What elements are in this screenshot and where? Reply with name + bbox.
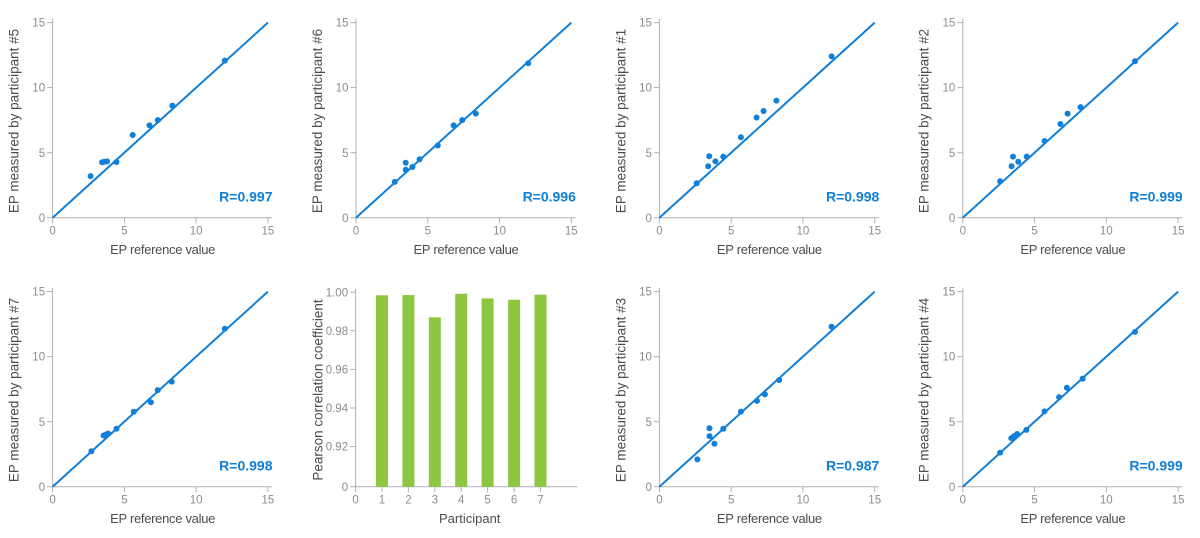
svg-text:EP reference value: EP reference value [110, 511, 215, 526]
svg-text:5: 5 [1031, 495, 1037, 507]
svg-text:5: 5 [1031, 226, 1037, 238]
svg-text:EP measured by participant #6: EP measured by participant #6 [310, 29, 325, 213]
svg-text:10: 10 [1100, 495, 1113, 507]
svg-text:10: 10 [797, 495, 810, 507]
svg-text:5: 5 [39, 417, 45, 429]
svg-text:10: 10 [493, 226, 506, 238]
svg-text:R=0.998: R=0.998 [219, 458, 273, 474]
svg-text:10: 10 [190, 495, 203, 507]
svg-text:15: 15 [336, 18, 349, 30]
svg-text:10: 10 [190, 226, 203, 238]
svg-text:10: 10 [639, 83, 652, 95]
svg-text:10: 10 [1100, 226, 1113, 238]
svg-text:Participant: Participant [439, 511, 501, 526]
svg-text:0: 0 [49, 226, 55, 238]
svg-text:0: 0 [960, 226, 966, 238]
svg-text:3: 3 [432, 495, 438, 507]
svg-text:6: 6 [511, 495, 517, 507]
svg-text:15: 15 [639, 287, 652, 299]
svg-text:15: 15 [639, 18, 652, 30]
svg-text:0.96: 0.96 [326, 365, 348, 377]
svg-text:5: 5 [645, 417, 651, 429]
svg-text:0: 0 [656, 495, 662, 507]
svg-text:5: 5 [121, 226, 127, 238]
svg-text:10: 10 [32, 83, 45, 95]
svg-text:10: 10 [32, 352, 45, 364]
svg-text:5: 5 [342, 148, 348, 160]
svg-text:15: 15 [1172, 226, 1185, 238]
svg-text:0: 0 [39, 213, 45, 225]
svg-text:15: 15 [32, 18, 45, 30]
svg-text:0.94: 0.94 [326, 403, 349, 415]
svg-text:EP reference value: EP reference value [717, 511, 822, 526]
svg-text:EP measured by participant #5: EP measured by participant #5 [7, 29, 22, 213]
svg-text:EP measured by participant #7: EP measured by participant #7 [7, 298, 22, 482]
svg-text:10: 10 [336, 83, 349, 95]
svg-text:0: 0 [39, 482, 45, 494]
svg-text:5: 5 [728, 495, 734, 507]
svg-text:EP reference value: EP reference value [414, 242, 519, 257]
svg-text:0.92: 0.92 [326, 442, 348, 454]
svg-text:15: 15 [32, 287, 45, 299]
svg-text:2: 2 [405, 495, 411, 507]
svg-text:0: 0 [352, 495, 358, 507]
svg-text:10: 10 [943, 83, 956, 95]
svg-text:15: 15 [868, 226, 881, 238]
svg-text:5: 5 [949, 417, 955, 429]
svg-text:0: 0 [342, 482, 348, 494]
svg-text:0: 0 [342, 213, 348, 225]
svg-text:R=0.998: R=0.998 [826, 189, 880, 205]
svg-text:10: 10 [797, 226, 810, 238]
svg-text:EP reference value: EP reference value [110, 242, 215, 257]
svg-text:EP measured by participant #2: EP measured by participant #2 [917, 29, 932, 213]
svg-text:0: 0 [645, 482, 651, 494]
svg-text:EP reference value: EP reference value [1020, 511, 1125, 526]
svg-text:0: 0 [949, 482, 955, 494]
svg-text:15: 15 [565, 226, 578, 238]
svg-text:Pearson correlation coefficien: Pearson correlation coefficient [311, 299, 326, 481]
svg-text:15: 15 [868, 495, 881, 507]
svg-text:15: 15 [262, 226, 275, 238]
svg-text:1.00: 1.00 [326, 287, 348, 299]
svg-text:0: 0 [656, 226, 662, 238]
svg-text:0: 0 [645, 213, 651, 225]
svg-text:5: 5 [39, 148, 45, 160]
svg-text:R=0.987: R=0.987 [826, 458, 880, 474]
svg-text:EP measured by participant #4: EP measured by participant #4 [917, 297, 932, 482]
svg-text:5: 5 [949, 148, 955, 160]
svg-text:5: 5 [728, 226, 734, 238]
svg-text:5: 5 [484, 495, 490, 507]
svg-text:10: 10 [639, 352, 652, 364]
svg-text:EP measured by participant #1: EP measured by participant #1 [613, 29, 628, 213]
svg-text:15: 15 [1172, 495, 1185, 507]
svg-text:5: 5 [121, 495, 127, 507]
svg-text:5: 5 [425, 226, 431, 238]
svg-text:5: 5 [645, 148, 651, 160]
svg-text:EP measured by participant #3: EP measured by participant #3 [613, 298, 628, 482]
svg-text:R=0.997: R=0.997 [219, 189, 273, 205]
svg-text:0: 0 [49, 495, 55, 507]
svg-text:R=0.996: R=0.996 [523, 189, 577, 205]
svg-text:R=0.999: R=0.999 [1129, 458, 1183, 474]
svg-text:0: 0 [949, 213, 955, 225]
svg-text:4: 4 [458, 495, 465, 507]
svg-text:EP reference value: EP reference value [717, 242, 822, 257]
svg-text:0: 0 [353, 226, 359, 238]
svg-text:EP reference value: EP reference value [1020, 242, 1125, 257]
svg-text:10: 10 [943, 352, 956, 364]
svg-text:7: 7 [537, 495, 543, 507]
svg-text:1: 1 [379, 495, 385, 507]
svg-text:15: 15 [943, 287, 956, 299]
svg-text:0: 0 [960, 495, 966, 507]
svg-text:15: 15 [943, 18, 956, 30]
svg-text:R=0.999: R=0.999 [1129, 189, 1183, 205]
svg-text:0.98: 0.98 [326, 326, 348, 338]
svg-text:15: 15 [262, 495, 275, 507]
